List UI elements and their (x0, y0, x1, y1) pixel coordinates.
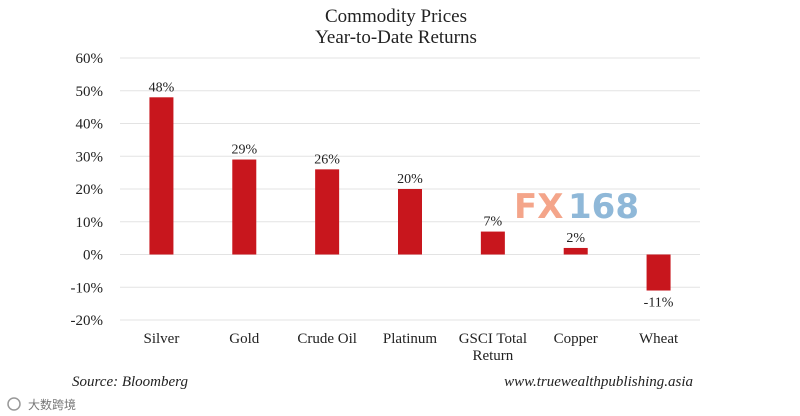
data-label: -11% (644, 296, 674, 311)
category-label: GSCI Total (459, 331, 527, 347)
fx168-watermark: FX 168 (514, 187, 639, 227)
y-tick-label: 30% (76, 149, 104, 165)
data-label: 26% (314, 152, 340, 167)
bar (646, 254, 671, 291)
category-label: Gold (229, 331, 260, 347)
data-label: 7% (484, 215, 503, 230)
y-tick-label: -20% (71, 313, 104, 329)
data-label: 20% (397, 172, 423, 187)
bar (398, 189, 422, 255)
category-label: Platinum (383, 331, 438, 347)
chart-subtitle: Year-to-Date Returns (315, 27, 477, 48)
y-axis-ticks: -20% -10% 0% 10% 20% 30% 40% 50% 60% (71, 51, 104, 329)
bar (480, 231, 505, 255)
bars (149, 97, 671, 291)
y-tick-label: -10% (71, 280, 104, 296)
corner-logo-icon (7, 397, 21, 411)
bar (232, 159, 257, 255)
y-tick-label: 50% (76, 84, 104, 100)
watermark-number: 168 (568, 187, 639, 227)
y-tick-label: 10% (76, 215, 104, 231)
corner-watermark-text: 大数跨境 (28, 397, 76, 412)
bar (315, 169, 340, 255)
data-label: 2% (566, 231, 585, 246)
category-label: Return (472, 348, 513, 364)
data-label: 29% (231, 143, 257, 158)
category-label: Crude Oil (297, 331, 357, 347)
category-label: Wheat (639, 331, 679, 347)
chart-title: Commodity Prices (325, 6, 467, 27)
watermark-fx: FX (514, 187, 563, 227)
category-labels: Silver Gold Crude Oil Platinum GSCI TotalRet… (144, 331, 679, 364)
y-tick-label: 40% (76, 117, 104, 133)
data-label: 48% (149, 80, 175, 95)
source-note: Source: Bloomberg (72, 374, 188, 390)
data-labels: 48% 29% 26% 20% 7% 2% -11% (149, 80, 674, 310)
bar (563, 247, 588, 255)
y-tick-label: 60% (76, 51, 104, 67)
category-label: Silver (144, 331, 180, 347)
site-url: www.truewealthpublishing.asia (504, 374, 693, 390)
bar (149, 97, 174, 255)
category-label: Copper (554, 331, 598, 347)
y-tick-label: 0% (83, 248, 103, 264)
y-tick-label: 20% (76, 182, 104, 198)
corner-watermark: 大数跨境 (7, 397, 76, 412)
